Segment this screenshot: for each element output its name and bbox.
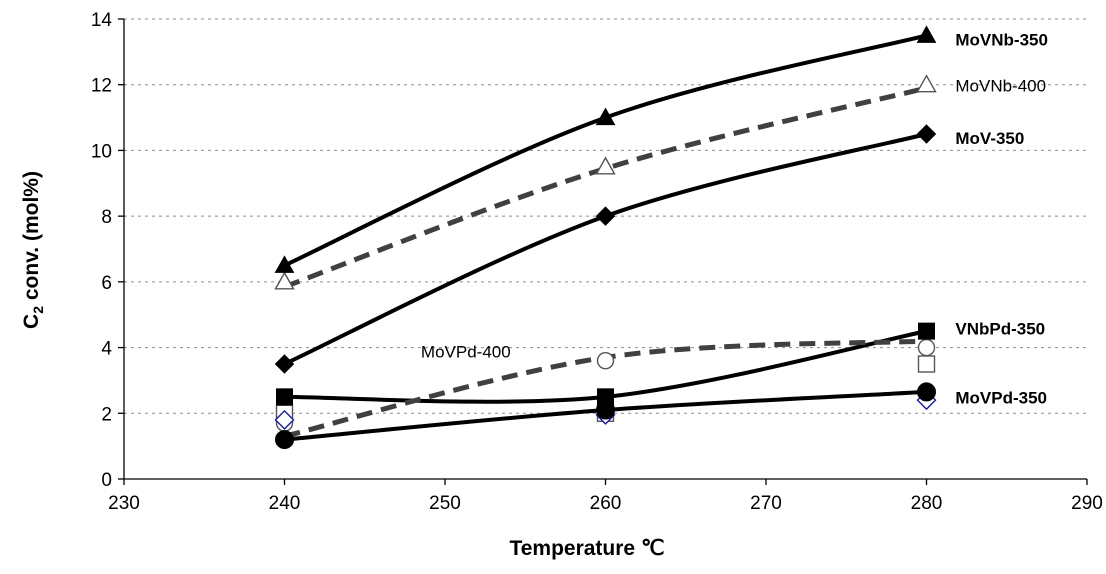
- point-series-4-2: [917, 338, 936, 357]
- series-label-1: MoVNb-400: [955, 76, 1046, 95]
- point-series-0-2: [916, 25, 937, 43]
- series-label-3: VNbPd-350: [955, 319, 1045, 338]
- point-series-7-0: [274, 409, 295, 430]
- y-axis-title-main: C: [20, 314, 43, 329]
- y-tick-label-6: 12: [91, 76, 112, 97]
- x-tick-label-3: 260: [590, 493, 622, 514]
- point-series-4-1: [596, 352, 615, 370]
- y-axis-title-subscript: 2: [30, 306, 46, 314]
- x-tick-label-4: 270: [750, 493, 782, 514]
- y-tick-label-7: 14: [91, 10, 113, 31]
- point-series-2-0: [274, 354, 295, 374]
- point-series-3-2: [918, 322, 935, 340]
- x-tick-label-6: 290: [1071, 493, 1103, 514]
- series-label-2: MoV-350: [955, 129, 1024, 148]
- y-axis-title: C2 conv. (mol%): [20, 171, 46, 329]
- y-tick-label-4: 8: [101, 207, 112, 228]
- tick-labels: 0 2 4 6 8 10 12 14 230 240 250 260 270 280 290: [91, 10, 1103, 514]
- y-axis-title-rest: conv. (mol%): [20, 171, 43, 306]
- y-tick-label-3: 6: [101, 273, 112, 294]
- point-series-1-1: [595, 156, 616, 175]
- series-labels: MoVNb-350 MoVNb-400 MoV-350 VNbPd-350 MoVPd-…: [421, 30, 1048, 407]
- point-series-5-2: [917, 382, 936, 402]
- series-label-0: MoVNb-350: [955, 30, 1048, 49]
- x-tick-label-1: 240: [269, 493, 301, 514]
- axes: [118, 18, 1088, 485]
- x-axis-title: Temperature ℃: [509, 537, 664, 560]
- point-series-1-2: [916, 74, 937, 93]
- series-label-4: MoVPd-400: [421, 342, 511, 361]
- x-tick-label-5: 280: [911, 493, 943, 514]
- y-tick-label-0: 0: [101, 470, 112, 491]
- curve-series-0: [283, 33, 927, 268]
- point-series-2-2: [916, 124, 937, 144]
- y-tick-label-1: 2: [101, 404, 112, 425]
- series-curves: [283, 33, 928, 442]
- x-tick-label-0: 230: [108, 493, 140, 514]
- point-series-1-0: [274, 271, 295, 290]
- x-tick-label-2: 250: [429, 493, 461, 514]
- point-series-0-0: [274, 255, 295, 273]
- point-series-0-1: [595, 107, 616, 126]
- point-series-5-1: [596, 400, 615, 420]
- point-series-2-1: [595, 206, 616, 226]
- point-series-5-0: [275, 430, 294, 450]
- series-label-5: MoVPd-350: [955, 388, 1047, 407]
- y-tick-label-5: 10: [91, 141, 112, 162]
- series-markers: [274, 25, 937, 450]
- point-series-3-0: [276, 388, 293, 406]
- y-tick-label-2: 4: [101, 339, 112, 360]
- point-series-6-2: [917, 355, 936, 373]
- curve-series-1: [283, 85, 928, 290]
